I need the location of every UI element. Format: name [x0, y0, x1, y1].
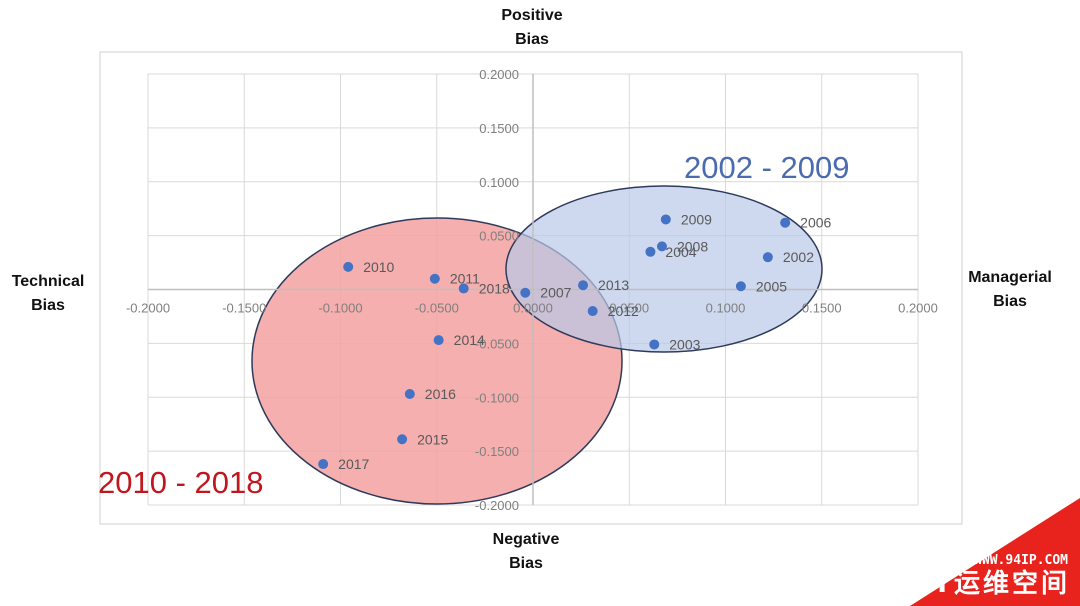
group-labels: 2010 - 2018 2002 - 2009 [98, 150, 849, 500]
point-marker [458, 283, 469, 294]
data-point-2018: 2018 [458, 280, 510, 296]
tick-labels: -0.2000 -0.1500 -0.1000 -0.0500 0.0000 0.0500… [126, 67, 938, 513]
point-label: 2006 [800, 215, 831, 231]
data-point-2017: 2017 [318, 456, 370, 472]
y-tick-label: -0.1500 [475, 444, 519, 459]
y-tick-label: 0.2000 [479, 67, 519, 82]
watermark-banner [910, 498, 1080, 606]
group-ellipse-2002-2009 [505, 185, 823, 353]
data-points: 2002 2003 2004 2005 2006 2007 2008 2009 2010 2011… [318, 211, 832, 472]
data-point-2002: 2002 [762, 249, 814, 265]
point-marker [343, 261, 354, 272]
x-tick-label: -0.2000 [126, 301, 170, 316]
point-marker [433, 335, 444, 346]
x-tick-label: 0.2000 [898, 301, 938, 316]
plot-area-border [99, 51, 963, 525]
point-label: 2013 [598, 277, 629, 293]
x-tick-label: 0.1000 [706, 301, 746, 316]
point-marker [404, 389, 415, 400]
data-point-2014: 2014 [433, 332, 485, 348]
watermark-url: WWW.94IP.COM [974, 553, 1068, 568]
watermark-name: IT运维空间 [920, 569, 1070, 599]
data-point-2013: 2013 [578, 277, 629, 293]
point-marker [735, 281, 746, 292]
data-point-2005: 2005 [735, 278, 787, 294]
x-tick-label: 0.1500 [802, 301, 842, 316]
y-tick-label: -0.0500 [475, 336, 519, 351]
data-point-2009: 2009 [660, 211, 712, 227]
point-label: 2004 [665, 244, 696, 260]
y-tick-label: -0.1000 [475, 390, 519, 405]
axis-title-technical-bias: Technical Bias [11, 273, 85, 314]
x-tick-label: -0.1500 [222, 301, 266, 316]
data-point-2012: 2012 [587, 303, 639, 319]
data-point-2007: 2007 [520, 285, 572, 301]
point-label: 2014 [454, 332, 485, 348]
axis-title-negative-bias: Negative Bias [492, 531, 560, 572]
point-label: 2009 [681, 211, 712, 227]
group-label: 2002 - 2009 [684, 150, 849, 185]
data-point-2006: 2006 [780, 215, 832, 231]
point-marker [645, 246, 656, 257]
x-tick-label: 0.0000 [513, 301, 553, 316]
watermark: WWW.94IP.COM IT运维空间 [850, 486, 1080, 606]
point-label: 2015 [417, 431, 448, 447]
point-marker [520, 287, 531, 298]
point-marker [762, 252, 773, 263]
y-tick-label: 0.1000 [479, 175, 519, 190]
data-point-2016: 2016 [404, 386, 456, 402]
point-label: 2011 [450, 271, 480, 287]
point-label: 2002 [783, 249, 814, 265]
point-label: 2017 [338, 456, 369, 472]
point-label: 2008 [677, 238, 708, 254]
x-tick-label: 0.0500 [609, 301, 649, 316]
data-point-2008: 2008 [656, 238, 708, 254]
point-marker [649, 339, 660, 350]
point-label: 2018 [479, 280, 510, 296]
point-marker [578, 280, 589, 291]
point-label: 2016 [425, 386, 456, 402]
group-label: 2010 - 2018 [98, 465, 263, 500]
point-label: 2010 [363, 259, 394, 275]
point-label: 2005 [756, 278, 787, 294]
y-tick-label: 0.1500 [479, 121, 519, 136]
axis-title-managerial-bias: Managerial Bias [968, 269, 1052, 310]
data-point-2011: 2011 [429, 271, 480, 287]
x-tick-label: -0.0500 [415, 301, 459, 316]
point-marker [660, 214, 671, 225]
axes [148, 74, 918, 505]
point-label: 2012 [608, 303, 639, 319]
point-marker [318, 459, 329, 470]
data-point-2003: 2003 [649, 336, 701, 352]
point-marker [397, 434, 408, 445]
point-marker [429, 273, 440, 284]
point-marker [587, 306, 598, 317]
point-marker [656, 241, 667, 252]
point-label: 2007 [540, 285, 571, 301]
data-point-2015: 2015 [397, 431, 448, 447]
y-tick-label: -0.2000 [475, 498, 519, 513]
axis-title-positive-bias: Positive Bias [501, 7, 563, 48]
data-point-2010: 2010 [343, 259, 395, 275]
x-tick-label: -0.1000 [318, 301, 362, 316]
point-marker [780, 217, 791, 228]
data-point-2004: 2004 [645, 244, 697, 260]
y-tick-label: 0.0500 [479, 229, 519, 244]
point-label: 2003 [669, 336, 700, 352]
